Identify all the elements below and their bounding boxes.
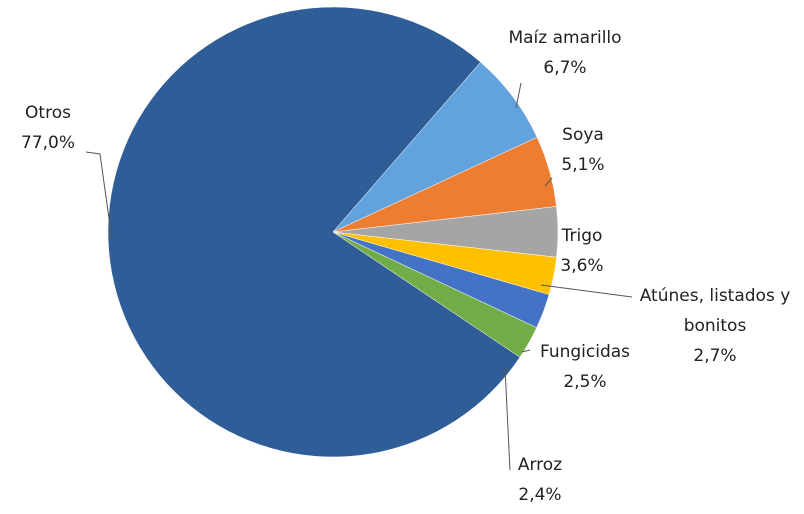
slice-label: Trigo [561, 226, 603, 246]
leader-line [540, 284, 633, 298]
slice-value-label: 2,5% [563, 372, 607, 392]
slice-value-label: 5,1% [561, 155, 605, 175]
leader-line [504, 367, 511, 471]
pie-slice [332, 231, 537, 358]
slice-value-label: 6,7% [543, 58, 587, 78]
pie-slice [107, 6, 521, 458]
leader-line [515, 82, 522, 109]
slice-value-label: 77,0% [20, 133, 76, 153]
slice-value-label: 2,7% [693, 346, 737, 366]
slice-value-label: 2,4% [518, 485, 562, 505]
slice-label: Otros [25, 103, 71, 123]
leader-line [85, 151, 113, 241]
slice-label: Maíz amarillo [508, 28, 622, 48]
slice-label: Arroz [517, 455, 563, 475]
leader-line [521, 349, 531, 353]
slice-label: Soya [562, 125, 604, 145]
slice-value-label: 3,6% [560, 256, 604, 276]
slice-label: Atúnes, listados y bonitos [639, 286, 791, 336]
leader-line [544, 177, 553, 187]
slice-label: Fungicidas [539, 342, 631, 362]
